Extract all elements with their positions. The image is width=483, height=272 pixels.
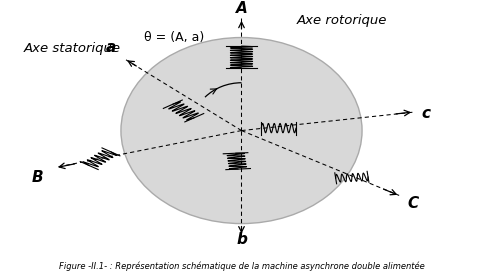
Text: θ = (A, a): θ = (A, a): [144, 31, 204, 44]
Ellipse shape: [121, 38, 362, 224]
Text: Axe statorique: Axe statorique: [24, 42, 121, 55]
Text: b: b: [236, 232, 247, 247]
Text: c: c: [421, 106, 430, 121]
Text: C: C: [408, 196, 419, 211]
Text: Figure -II.1- : Représentation schématique de la machine asynchrone double alime: Figure -II.1- : Représentation schématiq…: [58, 261, 425, 271]
Text: B: B: [32, 170, 43, 185]
Text: A: A: [236, 1, 247, 16]
Text: a: a: [106, 40, 116, 55]
Text: Axe rotorique: Axe rotorique: [297, 14, 387, 27]
